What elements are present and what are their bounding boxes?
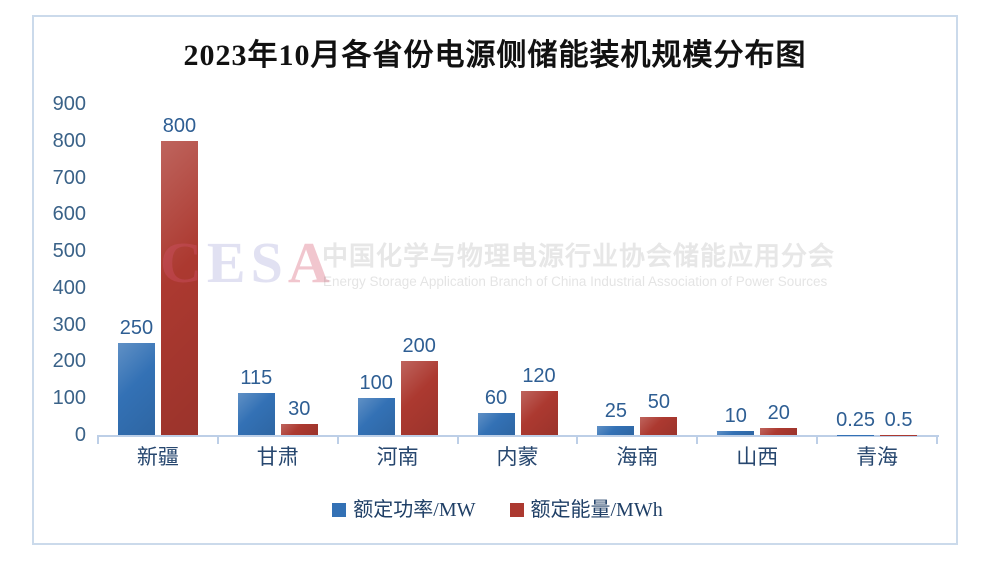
y-axis-label-300: 300 — [52, 313, 86, 336]
y-axis-label-900: 900 — [52, 93, 86, 115]
legend-label-power: 额定功率/MW — [353, 499, 476, 521]
x-axis-tick — [456, 435, 459, 444]
y-axis-label-800: 800 — [52, 129, 86, 152]
y-axis-label-700: 700 — [52, 166, 86, 189]
bar-energy-5 — [760, 427, 798, 435]
bar-value-power-3: 60 — [484, 386, 508, 409]
x-axis-label-2: 河南 — [376, 445, 419, 469]
x-axis-tick — [216, 435, 219, 444]
bar-value-energy-0: 800 — [162, 114, 197, 137]
bar-energy-0 — [160, 140, 198, 435]
bar-value-energy-5: 20 — [767, 401, 790, 424]
legend-label-energy: 额定能量/MWh — [530, 499, 663, 521]
chart-title: 2023年10月各省份电源侧储能装机规模分布图 — [183, 39, 807, 72]
bar-value-energy-3: 120 — [522, 364, 556, 387]
bar-value-power-5: 10 — [724, 405, 747, 428]
legend-item-power: 额定功率/MW — [332, 498, 476, 522]
y-axis-label-0: 0 — [74, 424, 86, 446]
legend-swatch-power — [332, 503, 347, 517]
bar-energy-2 — [400, 361, 438, 435]
x-axis-label-3: 内蒙 — [496, 445, 539, 469]
x-axis-label-6: 青海 — [856, 445, 899, 469]
bar-power-4 — [597, 425, 635, 435]
bar-value-power-4: 25 — [604, 399, 627, 422]
x-axis-tick — [336, 435, 339, 444]
x-axis-tick — [936, 435, 938, 444]
x-axis-label-1: 甘肃 — [256, 445, 299, 469]
bar-power-5 — [717, 431, 755, 435]
y-axis-label-500: 500 — [52, 240, 86, 263]
bar-value-energy-1: 30 — [288, 397, 311, 420]
x-axis-tick — [576, 435, 579, 444]
bar-value-power-2: 100 — [359, 372, 393, 395]
y-axis-label-200: 200 — [52, 350, 86, 373]
bar-value-power-0: 250 — [119, 317, 154, 340]
bar-power-2 — [357, 398, 395, 435]
bar-power-1 — [237, 392, 275, 435]
legend-swatch-energy — [509, 503, 524, 517]
bar-value-energy-4: 50 — [647, 390, 670, 413]
y-axis-label-600: 600 — [52, 203, 86, 226]
x-axis-tick — [97, 435, 99, 444]
x-axis-tick — [696, 435, 699, 444]
bar-value-energy-6: 0.5 — [884, 408, 913, 431]
bar-value-power-1: 115 — [240, 366, 273, 389]
bar-energy-1 — [280, 423, 318, 435]
x-axis-label-5: 山西 — [736, 445, 779, 469]
x-axis-label-0: 新疆 — [136, 445, 179, 469]
x-axis-tick — [816, 435, 819, 444]
legend: 额定功率/MW 额定能量/MWh — [0, 496, 995, 524]
bar-energy-4 — [640, 416, 678, 435]
bar-value-energy-2: 200 — [402, 335, 436, 358]
y-axis-label-400: 400 — [52, 276, 86, 299]
x-axis-label-4: 海南 — [616, 445, 659, 469]
bar-value-power-6: 0.25 — [836, 408, 876, 431]
bar-power-0 — [117, 343, 155, 435]
legend-item-energy: 额定能量/MWh — [509, 498, 663, 522]
x-axis-line — [97, 435, 939, 437]
bar-energy-3 — [520, 390, 558, 435]
y-axis-label-100: 100 — [52, 387, 86, 410]
bar-power-3 — [477, 412, 515, 435]
